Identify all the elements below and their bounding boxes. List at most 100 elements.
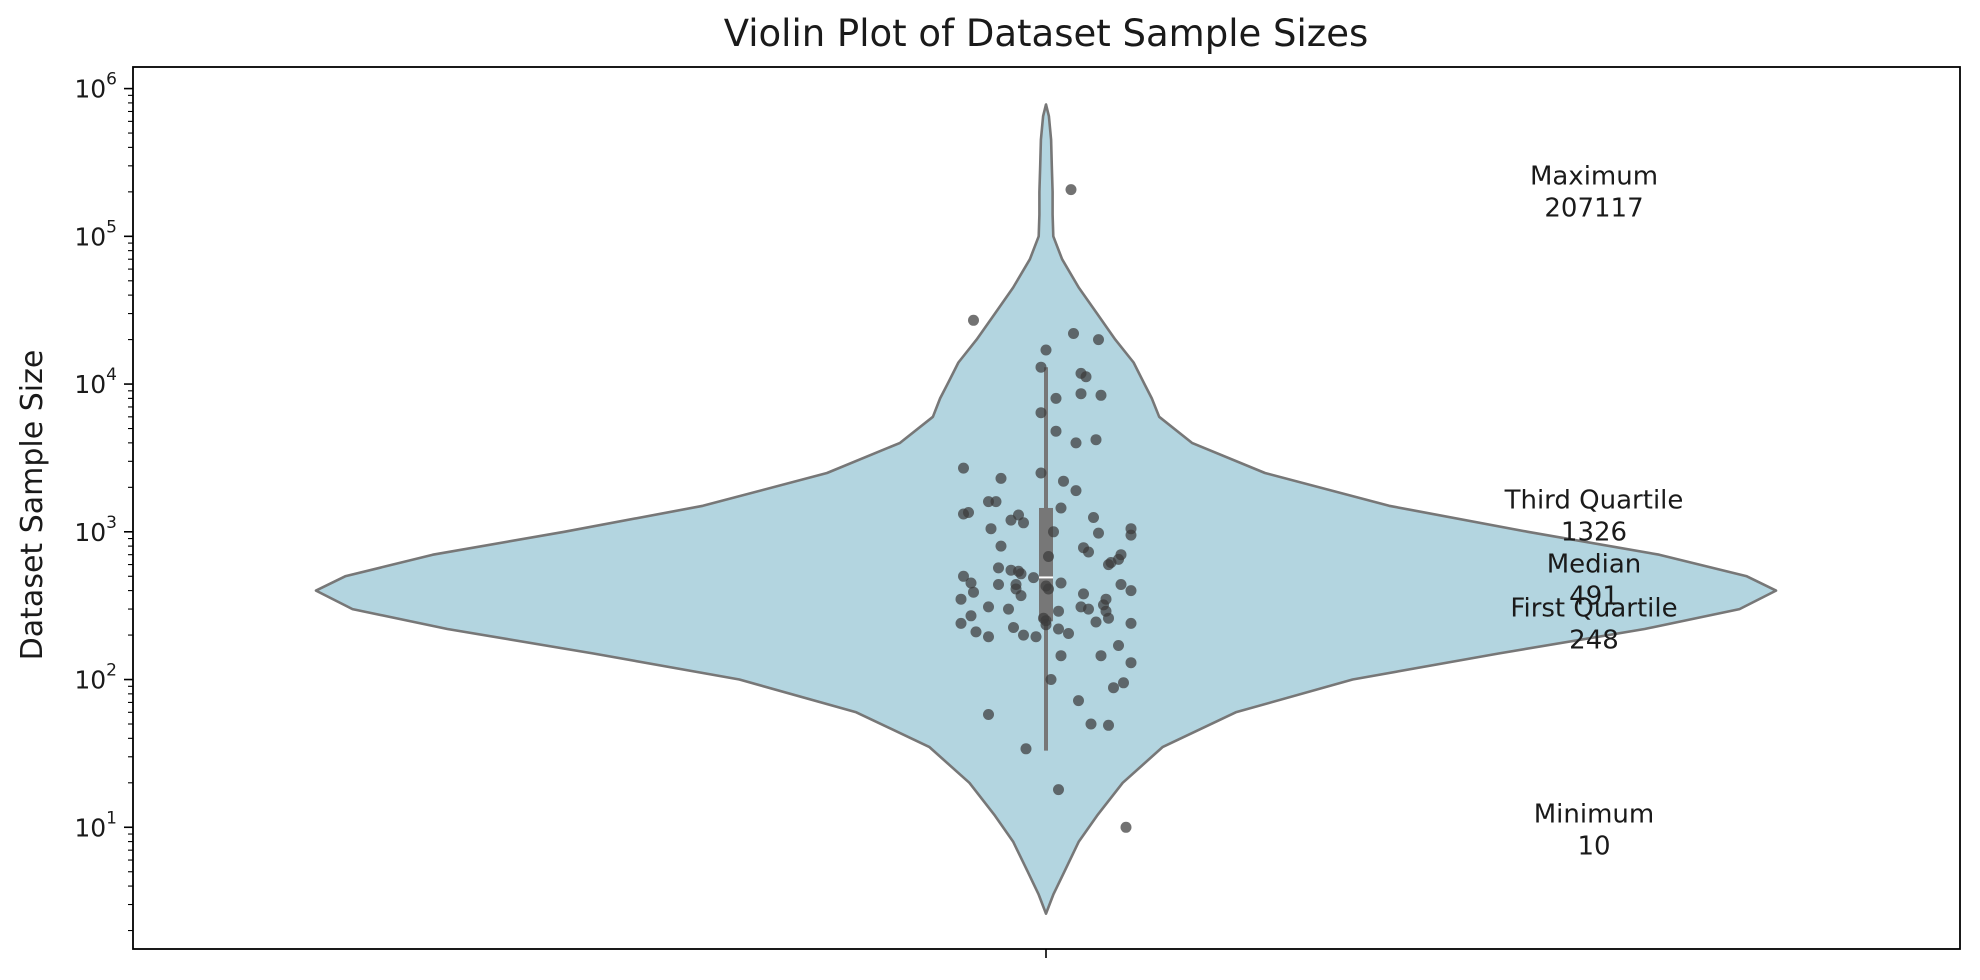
data-point	[1035, 467, 1047, 479]
data-point	[1115, 579, 1127, 590]
y-axis: 101 102 103 104 105 106	[74, 70, 133, 932]
data-point	[983, 601, 994, 613]
data-point	[1018, 629, 1029, 641]
chart-title: Violin Plot of Dataset Sample Sizes	[724, 12, 1368, 55]
data-point	[1090, 616, 1102, 628]
y-tick-label: 105	[74, 217, 117, 251]
data-point	[985, 523, 997, 535]
data-point	[1055, 502, 1067, 514]
data-point	[1028, 572, 1039, 584]
data-point	[1125, 585, 1137, 597]
data-point	[965, 577, 977, 589]
data-point	[1103, 719, 1114, 731]
data-point	[958, 462, 969, 474]
data-point	[1030, 631, 1042, 643]
data-point	[958, 570, 969, 582]
data-point	[1083, 603, 1094, 615]
y-tick-label: 106	[74, 70, 117, 104]
data-point	[983, 631, 994, 643]
data-point	[970, 626, 982, 638]
data-point	[1070, 485, 1082, 497]
data-point	[1020, 743, 1032, 755]
data-point	[1068, 328, 1079, 339]
data-point	[968, 314, 979, 326]
annotation-minimum-value: 10	[1577, 831, 1610, 861]
data-point	[1095, 650, 1107, 662]
data-point	[1058, 475, 1069, 487]
annotation-first-quartile-label: First Quartile	[1510, 593, 1677, 623]
data-point	[1053, 623, 1064, 635]
data-point	[983, 709, 994, 720]
data-point	[965, 610, 977, 622]
data-point	[1050, 392, 1062, 404]
data-point	[993, 562, 1004, 574]
data-point	[1053, 784, 1064, 796]
data-point	[1065, 184, 1077, 196]
data-point	[1113, 640, 1124, 651]
data-point	[1018, 517, 1029, 529]
data-point	[1035, 407, 1047, 419]
annotation-third-quartile-value: 1326	[1561, 518, 1627, 548]
data-point	[1103, 612, 1114, 624]
y-tick-label: 104	[74, 365, 117, 399]
data-point	[1078, 588, 1089, 600]
data-point	[1015, 568, 1027, 580]
data-point	[1048, 526, 1059, 538]
data-point	[963, 507, 974, 518]
data-point	[1083, 546, 1094, 558]
data-point	[1108, 682, 1119, 694]
data-point	[1043, 551, 1054, 562]
data-point	[955, 617, 967, 629]
data-point	[1085, 718, 1097, 730]
data-point	[1040, 619, 1052, 631]
data-point	[1090, 434, 1102, 446]
data-point	[1073, 695, 1084, 707]
data-point	[1063, 628, 1074, 639]
data-point	[1005, 514, 1017, 526]
data-point	[1050, 425, 1062, 437]
data-point	[955, 593, 967, 605]
data-point	[1080, 371, 1092, 383]
data-point	[1070, 437, 1082, 449]
data-point	[1008, 622, 1019, 633]
annotation-minimum-label: Minimum	[1534, 799, 1655, 829]
annotation-maximum-value: 207117	[1544, 194, 1643, 224]
annotation-median-value: 491	[1569, 581, 1619, 611]
plot-area	[314, 103, 1778, 915]
data-point	[1125, 529, 1137, 541]
data-point	[1125, 617, 1137, 629]
data-point	[990, 496, 1002, 508]
y-tick-label: 103	[74, 513, 117, 547]
data-point	[1075, 388, 1087, 400]
annotation-maximum-label: Maximum	[1530, 162, 1658, 192]
data-point	[993, 579, 1004, 590]
data-point	[1093, 527, 1104, 539]
data-point	[1125, 657, 1137, 669]
data-point	[1045, 674, 1057, 685]
data-point	[1015, 590, 1027, 602]
data-point	[995, 540, 1007, 552]
data-point	[1088, 512, 1099, 523]
data-point	[1055, 577, 1067, 589]
data-point	[1120, 821, 1132, 833]
annotation-median-label: Median	[1547, 549, 1642, 579]
data-point	[1035, 361, 1047, 373]
data-point	[1093, 334, 1104, 346]
data-point	[1003, 603, 1014, 615]
data-point	[1043, 583, 1054, 595]
y-axis-label: Dataset Sample Size	[15, 350, 50, 661]
data-point	[1095, 389, 1107, 401]
data-point	[968, 586, 979, 598]
y-tick-label: 102	[74, 661, 117, 695]
interquartile-box	[1039, 507, 1053, 622]
data-point	[1103, 559, 1114, 571]
annotation-first-quartile-value: 248	[1569, 625, 1619, 655]
data-point	[1040, 344, 1052, 356]
